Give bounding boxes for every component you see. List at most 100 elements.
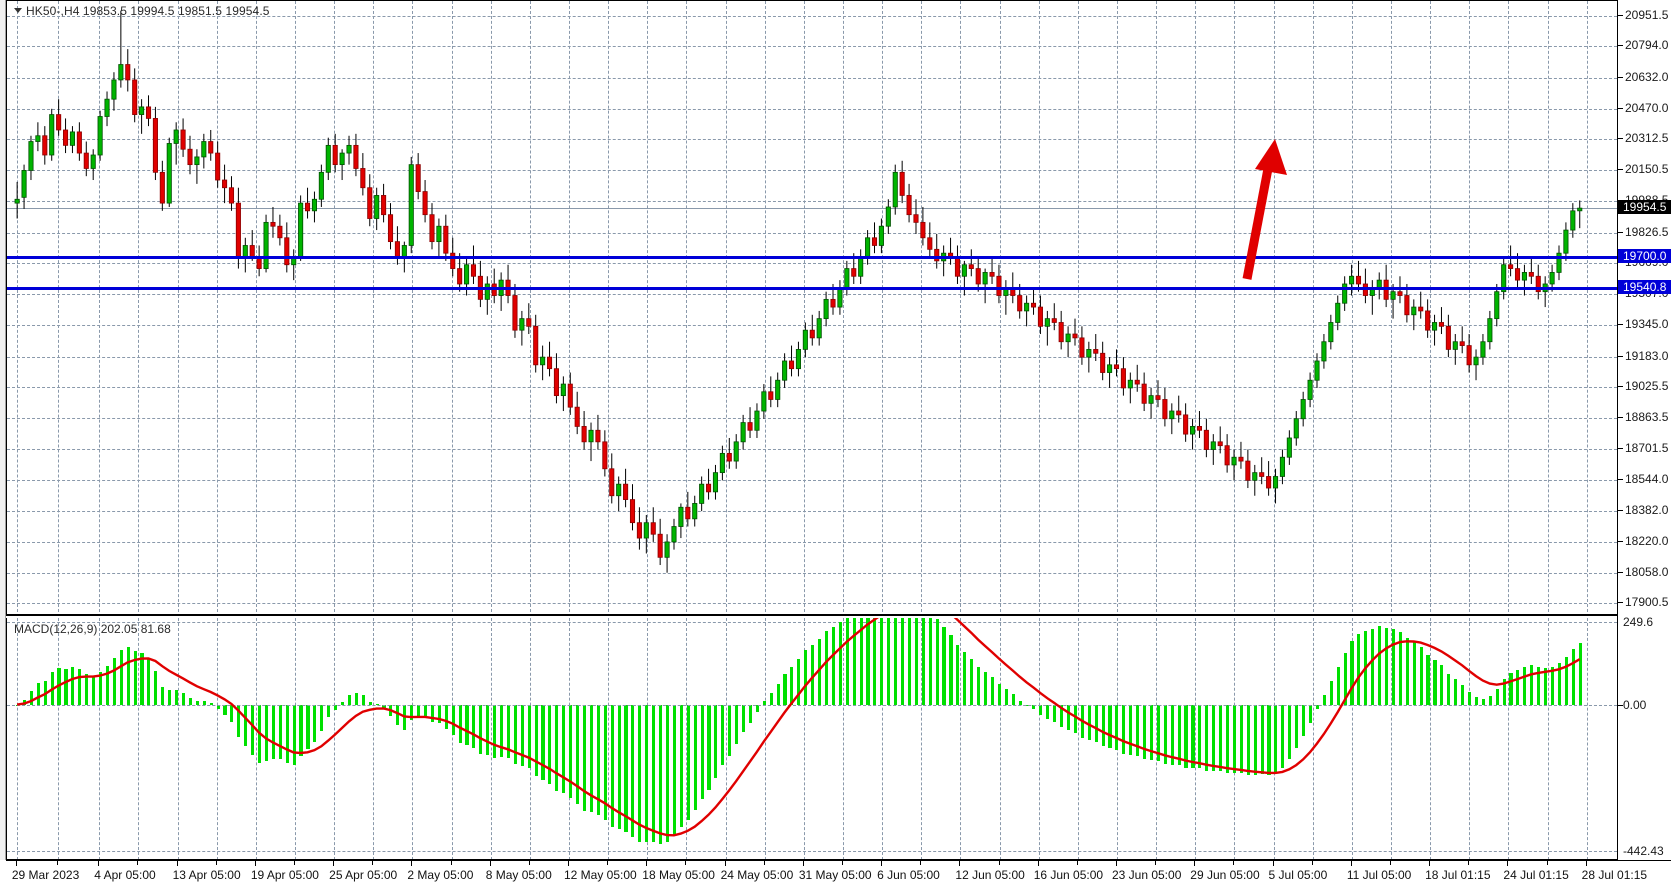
time-axis-label: 29 Mar 2023 (11, 868, 80, 882)
up-trend-arrow-annotation[interactable] (7, 1, 1617, 616)
macd-histogram-bar (1419, 646, 1423, 705)
grid-line-horizontal (7, 325, 1617, 327)
macd-histogram-bar (748, 704, 752, 723)
macd-histogram-bar (181, 693, 186, 705)
macd-histogram-bar (513, 704, 517, 764)
macd-histogram-bar (880, 618, 884, 705)
time-tick-minor (137, 861, 139, 865)
price-tick (1618, 355, 1623, 357)
macd-histogram-bar (1219, 704, 1223, 771)
macd-histogram-bar (85, 674, 89, 705)
macd-histogram-bar (949, 635, 953, 705)
macd-histogram-bar (665, 704, 670, 842)
price-tick (1618, 231, 1623, 233)
macd-histogram-bar (368, 702, 372, 705)
time-axis-label: 2 May 05:00 (407, 868, 474, 882)
macd-histogram-bar (437, 704, 441, 724)
macd-histogram-bar (1066, 704, 1071, 731)
macd-histogram-bar (1308, 704, 1313, 724)
price-level-line-1[interactable] (7, 286, 1617, 290)
price-chart-pane[interactable]: HK50-,H4 19853.5 19994.5 19851.5 19954.5 (6, 0, 1617, 616)
price-level-tag-0[interactable]: 19700.0 (1618, 249, 1671, 264)
time-axis-label: 16 Jun 05:00 (1033, 868, 1104, 882)
grid-line-vertical-minor (529, 1, 531, 614)
macd-histogram-bar (741, 704, 746, 732)
macd-histogram-bar (1225, 704, 1230, 774)
price-level-line-0[interactable] (7, 256, 1617, 260)
macd-histogram-bar (105, 665, 109, 705)
macd-histogram-bar (472, 704, 476, 748)
grid-line-horizontal (7, 262, 1617, 264)
macd-histogram-bar (188, 698, 192, 705)
time-tick-minor (1076, 861, 1078, 865)
macd-histogram-bar (375, 703, 379, 705)
macd-histogram-bar (1391, 629, 1396, 705)
grid-line-vertical-minor (1156, 1, 1158, 614)
macd-histogram-bar (1530, 665, 1534, 705)
macd-histogram-bar (1177, 704, 1181, 765)
macd-histogram-bar (92, 676, 96, 705)
price-tick (1618, 169, 1623, 171)
grid-line-vertical (1351, 1, 1353, 614)
price-axis-label: 18701.5 (1625, 441, 1669, 456)
macd-indicator-pane[interactable]: MACD(12,26,9) 202.05 81.68 (6, 618, 1617, 860)
price-tick (1618, 417, 1623, 419)
grid-line-vertical (647, 1, 649, 614)
macd-histogram-bar (1322, 695, 1326, 705)
macd-histogram-bar (1115, 704, 1119, 750)
grid-line-vertical (725, 1, 727, 614)
macd-histogram-bar (928, 618, 932, 705)
macd-histogram-bar (914, 618, 918, 705)
macd-header: MACD(12,26,9) 202.05 81.68 (14, 622, 171, 636)
macd-histogram-bar (1073, 704, 1077, 733)
grid-line-vertical (1273, 1, 1275, 614)
macd-histogram-bar (306, 704, 310, 750)
macd-histogram-bar (98, 671, 103, 705)
macd-histogram-bar (1281, 704, 1285, 768)
macd-histogram-bar (347, 694, 351, 705)
macd-histogram-bar (451, 704, 455, 736)
macd-histogram-bar (154, 671, 158, 705)
grid-line-vertical (1116, 1, 1118, 614)
grid-line-vertical-minor (1234, 1, 1236, 614)
macd-axis-label: 249.6 (1623, 615, 1654, 630)
macd-histogram-bar (1295, 704, 1299, 749)
grid-line-vertical (1586, 1, 1588, 614)
price-level-tag-1[interactable]: 19540.8 (1618, 279, 1671, 294)
macd-histogram-bar (1239, 704, 1243, 773)
macd-histogram-bar (714, 704, 718, 779)
macd-histogram-bar (1329, 681, 1333, 705)
time-tick-minor (1468, 861, 1470, 865)
grid-line-horizontal (7, 541, 1617, 543)
macd-histogram-bar (686, 704, 690, 820)
price-axis-label: 18863.5 (1625, 410, 1669, 425)
time-tick (1585, 861, 1587, 866)
macd-histogram-bar (1440, 665, 1444, 705)
time-tick (802, 861, 804, 866)
time-axis[interactable]: 29 Mar 2023 4 Apr 05:00 13 Apr 05:00 19 Apr… (6, 860, 1671, 889)
grid-line-horizontal (7, 479, 1617, 481)
price-axis-label: 20632.0 (1625, 69, 1669, 84)
chevron-down-icon[interactable] (14, 8, 22, 13)
macd-histogram-bar (1371, 628, 1375, 705)
time-tick (724, 861, 726, 866)
time-tick-minor (294, 861, 295, 865)
time-tick (1037, 861, 1039, 866)
macd-histogram-bar (1129, 704, 1133, 755)
macd-histogram-bar (119, 649, 123, 705)
macd-histogram-bar (1004, 688, 1008, 705)
macd-histogram-bar (887, 618, 891, 705)
price-axis[interactable]: 20951.5 20794.0 20632.0 20470.0 20312.5 20150… (1617, 0, 1671, 860)
macd-histogram-bar (285, 704, 289, 764)
time-tick-minor (685, 861, 687, 865)
macd-histogram-bar (1523, 666, 1527, 705)
time-tick-minor (607, 861, 609, 865)
macd-histogram-bar (1184, 704, 1188, 768)
macd-histogram-bar (133, 650, 137, 705)
macd-histogram-bar (797, 659, 801, 705)
macd-histogram-bar (1454, 679, 1458, 705)
macd-histogram-bar (1087, 704, 1091, 741)
price-tick (1618, 138, 1623, 140)
time-tick (1115, 861, 1117, 866)
